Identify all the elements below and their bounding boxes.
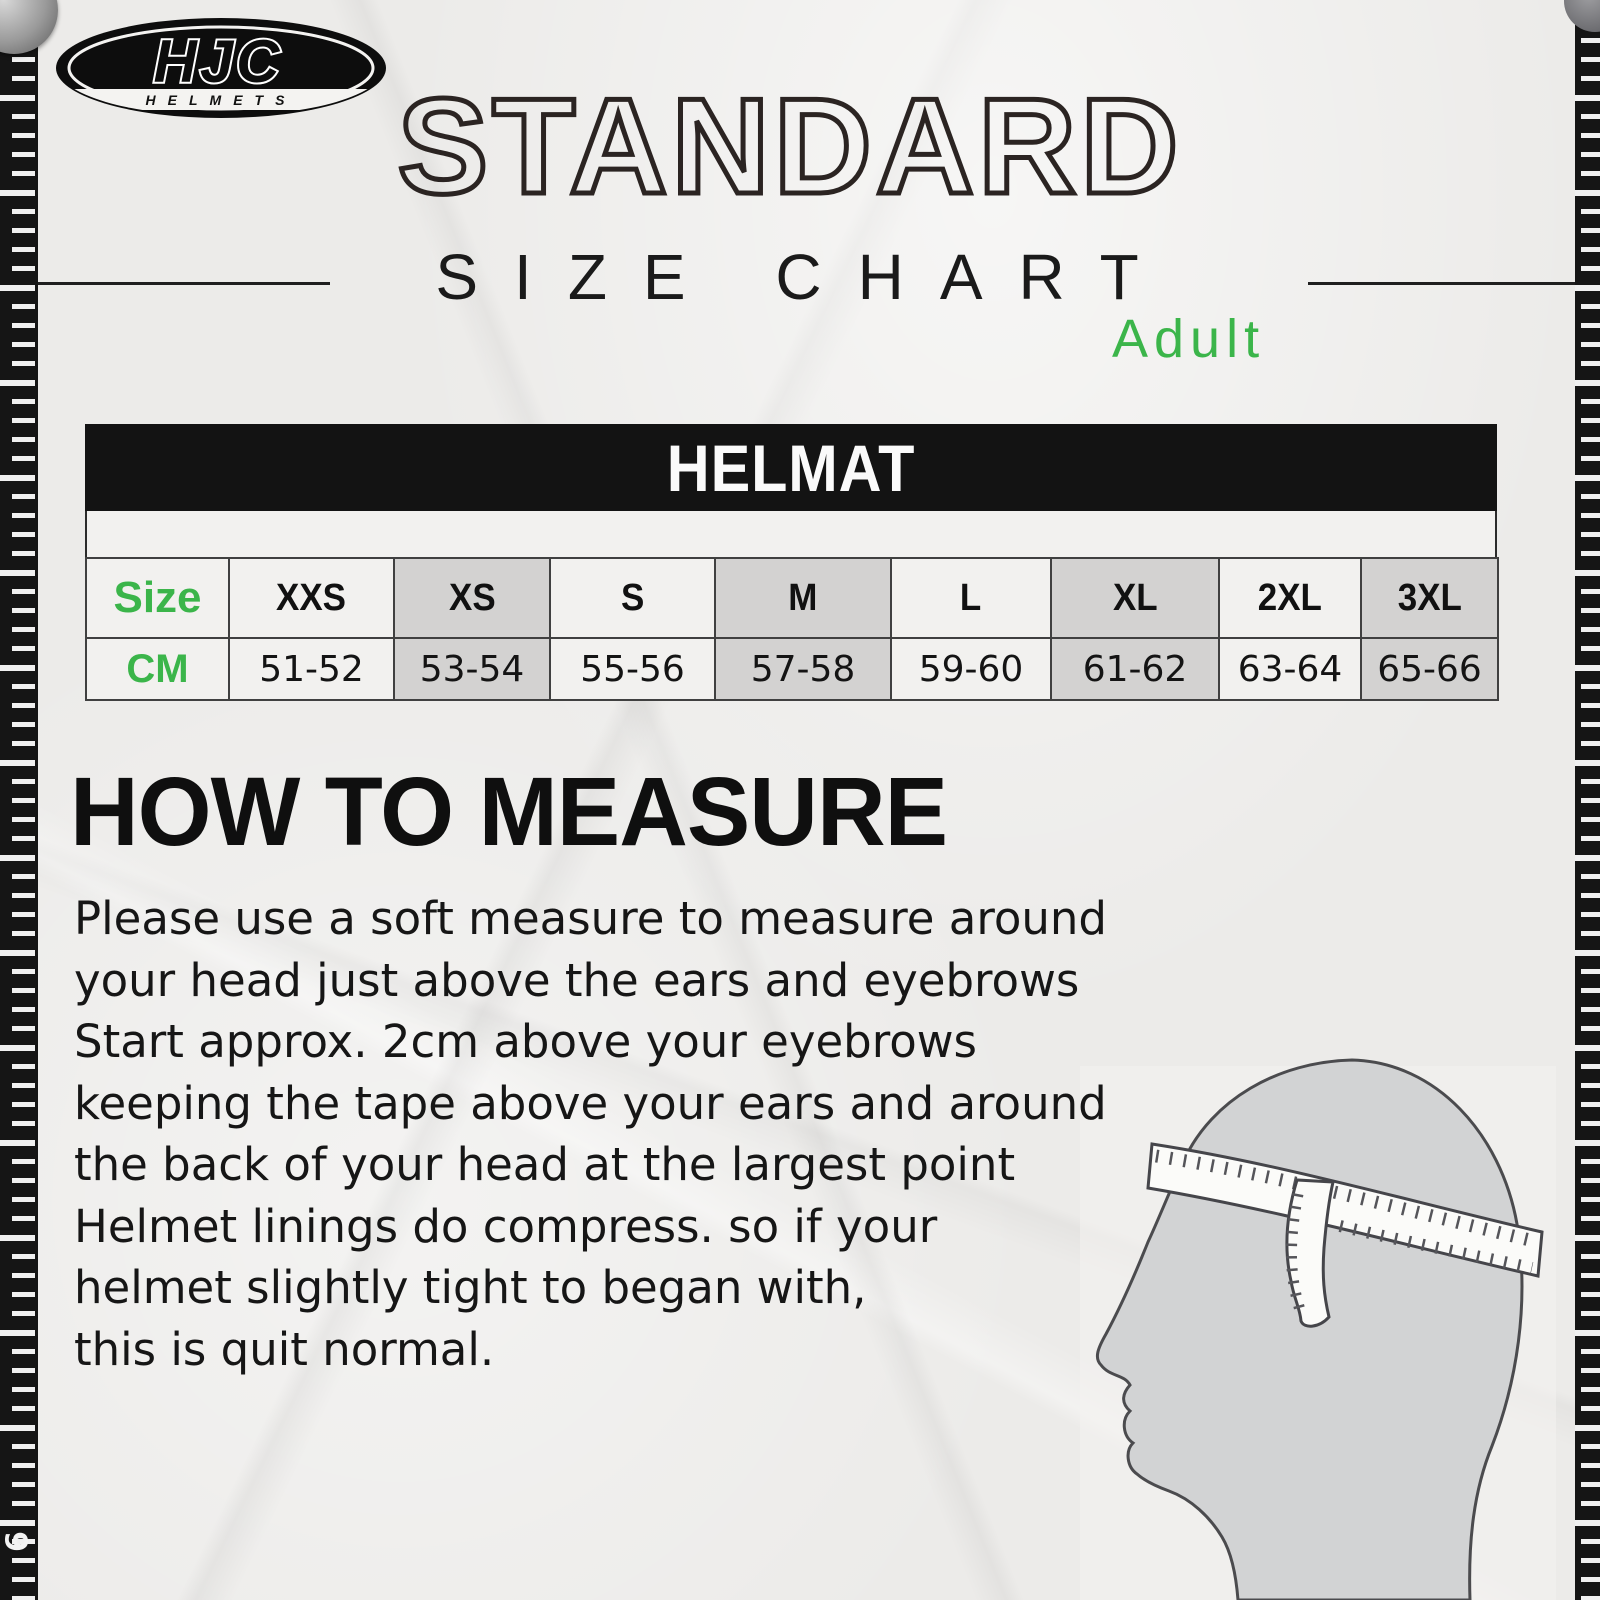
row-label-size: Size — [85, 557, 230, 639]
size-value: S — [620, 576, 645, 619]
logo-text: HJC — [153, 28, 282, 95]
size-cell: 3XL — [1360, 557, 1499, 639]
size-chart-table: HELMAT Size XXS XS S M L XL 2XL 3XL CM 5… — [85, 424, 1499, 701]
size-value: XL — [1112, 576, 1158, 619]
title-rule-left — [38, 282, 330, 285]
text-line: this is quit normal. — [74, 1322, 495, 1376]
table-row-sizes: Size XXS XS S M L XL 2XL 3XL — [85, 557, 1499, 639]
page-subtitle: SIZE CHART — [435, 241, 1175, 313]
size-grid: Size XXS XS S M L XL 2XL 3XL CM 51-52 53… — [85, 557, 1499, 701]
measuring-tape-band — [1146, 1142, 1544, 1278]
right-ruler-icon — [1575, 0, 1600, 1600]
cm-cell: 59-60 — [890, 637, 1052, 701]
head-profile-measuring-tape-icon — [1080, 1058, 1556, 1600]
size-cell: M — [714, 557, 892, 639]
cm-cell: 65-66 — [1360, 637, 1499, 701]
size-value: XS — [448, 576, 496, 619]
ruler-short-ticks — [1581, 0, 1600, 1600]
left-ruler-icon: 6 — [0, 0, 38, 1600]
cm-cell: 61-62 — [1050, 637, 1220, 701]
size-cell: XXS — [228, 557, 395, 639]
title-rule-right — [1308, 282, 1576, 285]
how-to-measure-text: Please use a soft measure to measure aro… — [74, 888, 1107, 1380]
ruler-number-label: 6 — [0, 1531, 36, 1552]
row-label-cm: CM — [85, 637, 230, 701]
size-cell: S — [549, 557, 716, 639]
text-line: Please use a soft measure to measure aro… — [74, 892, 1107, 945]
logo-tagline: HELMETS — [146, 92, 297, 108]
size-cell: L — [890, 557, 1052, 639]
size-value: M — [788, 576, 818, 619]
text-line: the back of your head at the largest poi… — [74, 1138, 1016, 1191]
table-spacer-row — [85, 511, 1497, 557]
table-title-bar: HELMAT — [85, 424, 1497, 511]
corner-grommet-icon — [1564, 0, 1600, 32]
hjc-logo: HJC HELMETS — [56, 18, 386, 118]
size-cell: 2XL — [1218, 557, 1362, 639]
size-value: L — [960, 576, 982, 619]
table-row-cm: CM 51-52 53-54 55-56 57-58 59-60 61-62 6… — [85, 637, 1499, 701]
ruler-short-ticks — [12, 0, 35, 1600]
cm-cell: 55-56 — [549, 637, 716, 701]
cm-cell: 53-54 — [393, 637, 551, 701]
size-cell: XL — [1050, 557, 1220, 639]
text-line: Helmet linings do compress. so if your — [74, 1199, 938, 1253]
cm-cell: 63-64 — [1218, 637, 1362, 701]
cm-cell: 57-58 — [714, 637, 892, 701]
corner-grommet-icon — [0, 0, 58, 54]
title-standard: STANDARD — [395, 84, 1183, 216]
text-line: your head just above the ears and eyebro… — [74, 953, 1080, 1007]
page-title: STANDARD — [398, 84, 1183, 216]
table-title: HELMAT — [666, 430, 916, 505]
size-value: 2XL — [1257, 576, 1323, 619]
size-value: XXS — [276, 576, 347, 619]
size-cell: XS — [393, 557, 551, 639]
text-line: keeping the tape above your ears and aro… — [74, 1076, 1107, 1130]
cm-cell: 51-52 — [228, 637, 395, 701]
text-line: Start approx. 2cm above your eyebrows — [74, 1015, 977, 1068]
text-line: helmet slightly tight to began with, — [74, 1261, 867, 1314]
audience-label: Adult — [1112, 309, 1266, 369]
size-value: 3XL — [1397, 576, 1462, 619]
how-to-measure-heading: HOW TO MEASURE — [70, 757, 948, 866]
